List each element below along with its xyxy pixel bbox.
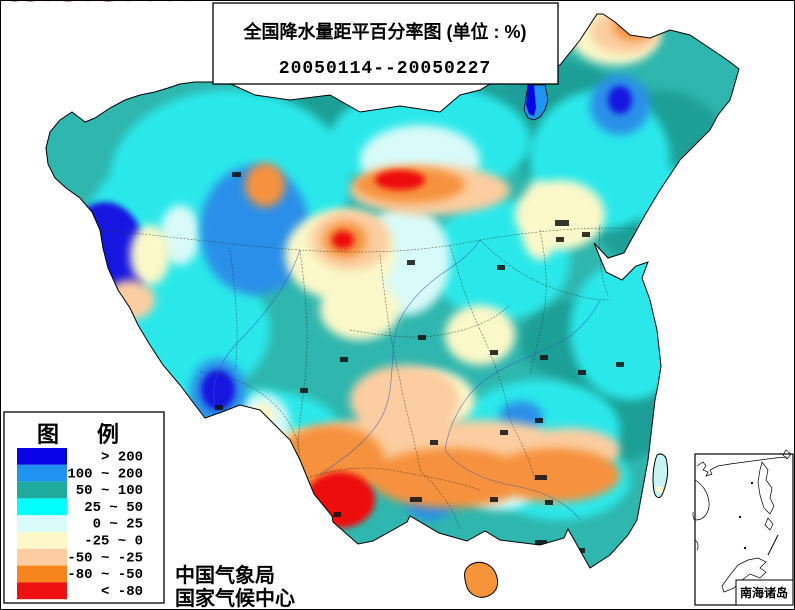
svg-text:-80 ~ -50: -80 ~ -50: [67, 567, 143, 583]
svg-text:-50 ~ -25: -50 ~ -25: [67, 550, 143, 566]
svg-text:< -80: < -80: [101, 584, 143, 600]
svg-text:例: 例: [97, 422, 119, 447]
svg-text:20050114--20050227: 20050114--20050227: [279, 59, 491, 79]
svg-text:国家气候中心: 国家气候中心: [175, 586, 295, 610]
svg-text:100 ~ 200: 100 ~ 200: [67, 466, 143, 482]
svg-text:图: 图: [37, 422, 59, 447]
svg-text:> 200: > 200: [101, 450, 143, 466]
svg-text:-25 ~ 0: -25 ~ 0: [84, 534, 143, 550]
svg-text:中国气象局: 中国气象局: [175, 563, 275, 587]
svg-text:南海诸岛: 南海诸岛: [740, 585, 788, 600]
svg-text:全国降水量距平百分率图 (单位 : %): 全国降水量距平百分率图 (单位 : %): [243, 21, 527, 42]
svg-text:0 ~ 25: 0 ~ 25: [93, 517, 143, 533]
svg-text:25 ~ 50: 25 ~ 50: [84, 500, 143, 516]
svg-text:50 ~ 100: 50 ~ 100: [76, 483, 143, 499]
